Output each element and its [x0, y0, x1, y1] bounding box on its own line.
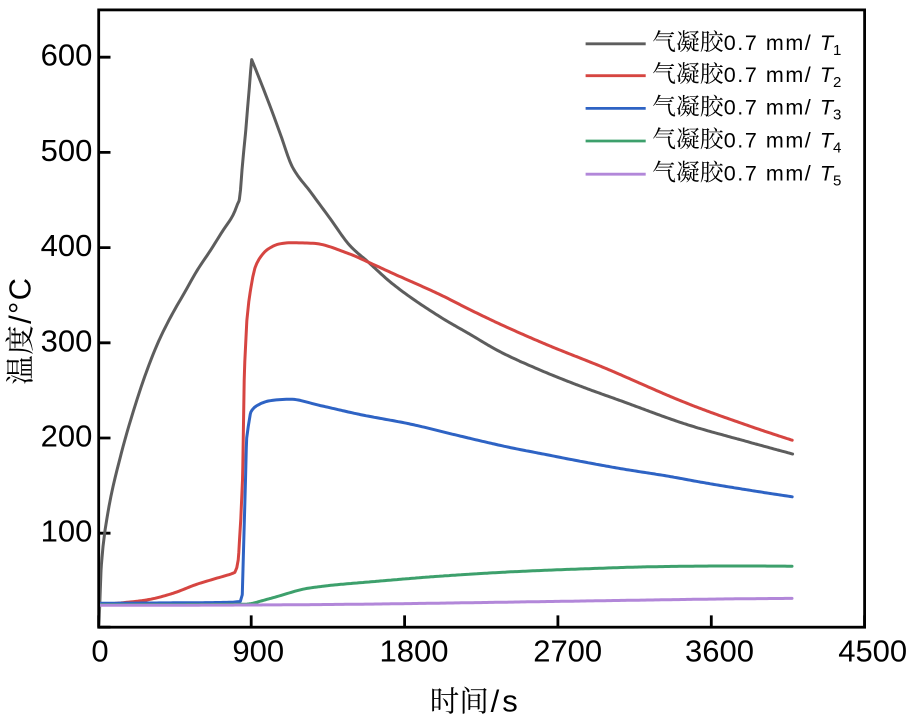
svg-text:400: 400 [41, 228, 93, 263]
svg-text:300: 300 [41, 323, 93, 358]
svg-text:0.7 mm/ T3: 0.7 mm/ T3 [724, 96, 842, 124]
svg-text:500: 500 [41, 133, 93, 168]
svg-text:100: 100 [41, 514, 93, 549]
svg-text:600: 600 [41, 38, 93, 73]
svg-text:/s: /s [491, 684, 521, 718]
svg-text:1800: 1800 [380, 634, 449, 669]
svg-text:/°C: /°C [3, 277, 38, 324]
svg-text:0: 0 [91, 634, 108, 669]
svg-text:0.7 mm/ T4: 0.7 mm/ T4 [724, 128, 842, 156]
svg-text:0.7 mm/ T2: 0.7 mm/ T2 [724, 63, 842, 91]
svg-text:200: 200 [41, 419, 93, 454]
svg-text:3600: 3600 [685, 634, 754, 669]
svg-text:4500: 4500 [838, 634, 907, 669]
svg-text:900: 900 [232, 634, 284, 669]
svg-text:0.7 mm/ T1: 0.7 mm/ T1 [724, 31, 842, 59]
svg-text:2700: 2700 [533, 634, 602, 669]
svg-text:0.7 mm/ T5: 0.7 mm/ T5 [724, 162, 842, 190]
